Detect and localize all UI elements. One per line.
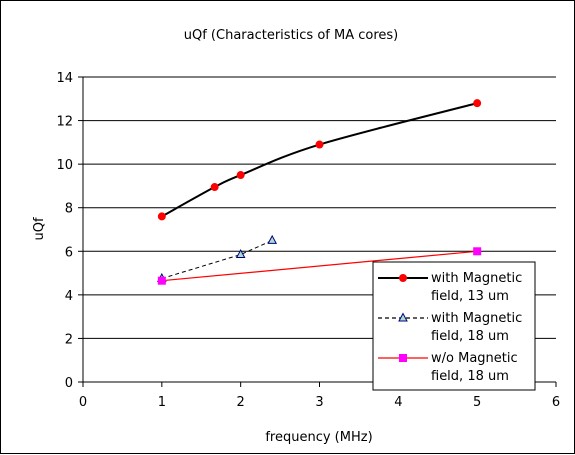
- chart-title: uQf (Characteristics of MA cores): [184, 28, 399, 43]
- legend-box: [372, 261, 536, 391]
- legend: with Magnetic field, 13 um with Magnetic fi…: [372, 261, 536, 391]
- y-tick-label: 12: [56, 115, 73, 130]
- grid-lines: [83, 76, 556, 339]
- x-tick-label: 3: [315, 395, 323, 410]
- data-point: [473, 247, 482, 256]
- y-tick-label: 10: [56, 158, 73, 173]
- x-tick-label: 4: [394, 395, 402, 410]
- data-point: [157, 276, 166, 285]
- series-line: [161, 250, 478, 282]
- legend-item: with Magnetic field, 18 um: [378, 311, 522, 344]
- y-tick-label: 4: [65, 289, 73, 304]
- legend-marker: [399, 274, 407, 282]
- series-line: [161, 102, 478, 218]
- data-point: [267, 234, 278, 244]
- y-tick-label: 8: [65, 202, 73, 217]
- x-tick-label: 6: [552, 395, 560, 410]
- data-point: [235, 248, 246, 259]
- series-1: [157, 99, 482, 221]
- data-point: [315, 140, 324, 149]
- y-tick-label: 6: [65, 245, 73, 260]
- legend-label: with Magnetic: [431, 311, 522, 326]
- y-tick-label: 0: [65, 376, 73, 391]
- y-tick-labels: 0 2 4 6 8 10 12 14: [56, 71, 73, 391]
- x-tick-label: 1: [158, 395, 166, 410]
- legend-label: field, 18 um: [431, 369, 509, 384]
- legend-item: w/o Magnetic field, 18 um: [378, 351, 518, 384]
- data-point: [473, 99, 482, 108]
- legend-marker: [398, 312, 408, 322]
- y-axis-label: uQf: [32, 217, 47, 240]
- x-tick-label: 5: [473, 395, 481, 410]
- data-point: [210, 183, 219, 192]
- legend-label: field, 13 um: [431, 289, 509, 304]
- legend-label: with Magnetic: [431, 271, 522, 286]
- y-tick-label: 14: [56, 71, 73, 86]
- legend-item: with Magnetic field, 13 um: [378, 271, 522, 304]
- series-3: [157, 247, 482, 285]
- x-tick-label: 2: [237, 395, 245, 410]
- data-point: [236, 171, 245, 180]
- y-tick-label: 2: [65, 332, 73, 347]
- legend-label: w/o Magnetic: [431, 351, 518, 366]
- x-axis-label: frequency (MHz): [265, 430, 372, 445]
- series-2: [156, 234, 278, 283]
- series-line: [161, 239, 273, 279]
- x-tick-label: 0: [79, 395, 87, 410]
- x-tick-labels: 0 1 2 3 4 5 6: [79, 395, 560, 410]
- series-layer: [156, 99, 482, 285]
- legend-marker: [399, 354, 407, 362]
- data-point: [157, 212, 166, 221]
- legend-label: field, 18 um: [431, 329, 509, 344]
